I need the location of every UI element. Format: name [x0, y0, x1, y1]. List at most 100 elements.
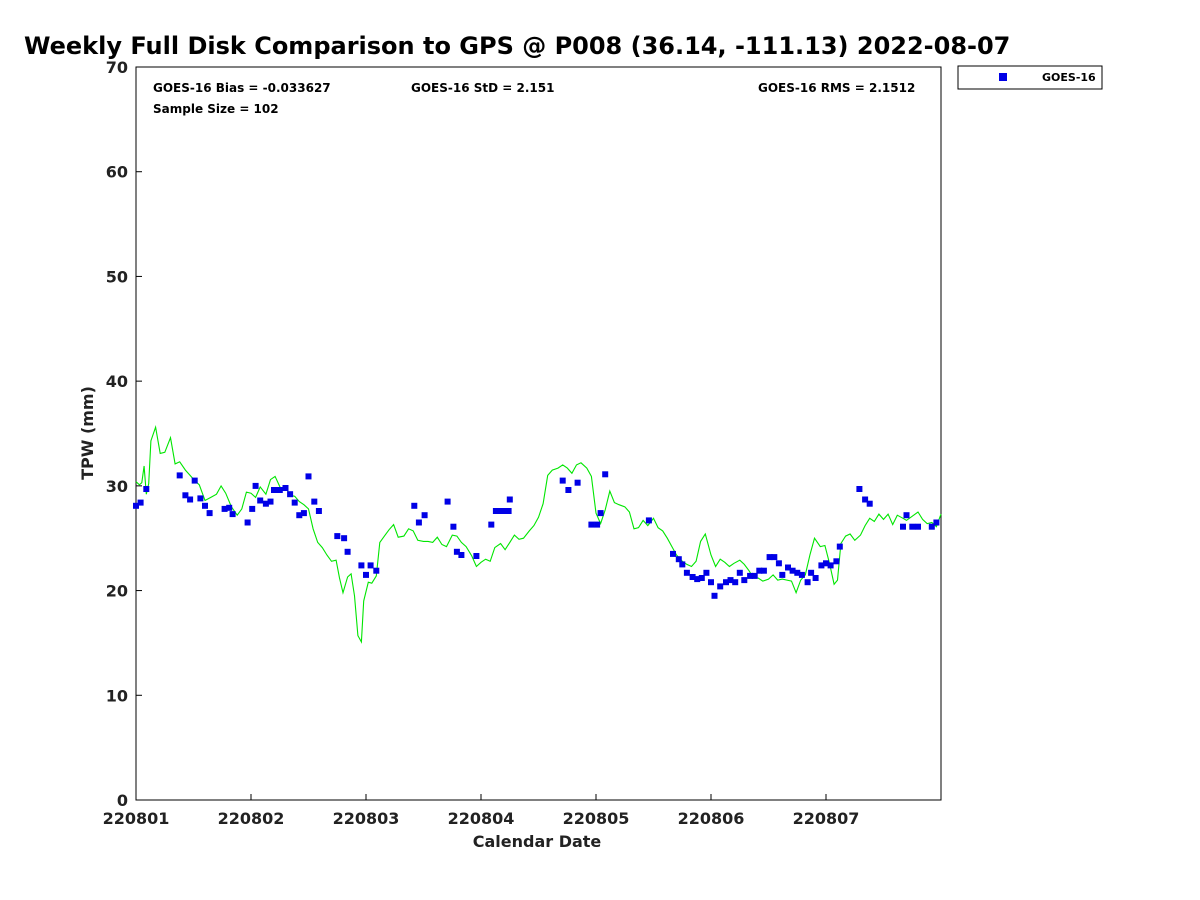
goes16-point	[723, 579, 729, 586]
goes16-point	[933, 519, 940, 526]
goes16-point	[675, 556, 682, 563]
x-axis-label: Calendar Date	[473, 832, 602, 851]
x-tick-label: 220803	[333, 809, 400, 828]
goes16-point	[775, 560, 782, 567]
goes16-point	[373, 567, 380, 574]
goes16-point	[670, 550, 676, 557]
goes16-point	[909, 523, 916, 530]
goes16-point	[698, 575, 705, 581]
goes16-point	[928, 523, 935, 530]
goes16-point	[444, 498, 451, 505]
goes16-point	[836, 543, 843, 550]
y-tick-label: 30	[106, 477, 128, 496]
goes16-point	[291, 499, 298, 506]
goes16-point	[344, 548, 351, 555]
goes16-point	[818, 562, 825, 569]
goes16-point	[341, 535, 348, 542]
y-tick-label: 60	[106, 163, 128, 182]
goes16-point	[679, 561, 686, 568]
goes16-point	[798, 571, 805, 578]
goes16-point	[473, 553, 480, 559]
goes16-point	[367, 562, 374, 569]
goes16-point	[221, 505, 228, 512]
goes16-point	[900, 523, 906, 530]
goes16-point	[300, 510, 307, 517]
goes16-point	[311, 498, 318, 505]
goes16-point	[453, 548, 460, 555]
goes16-point	[717, 583, 724, 590]
goes16-point	[804, 579, 811, 586]
goes16-point	[206, 510, 213, 517]
goes16-point	[833, 558, 840, 565]
goes16-point	[282, 485, 289, 491]
goes16-point	[176, 472, 183, 479]
goes16-point	[226, 504, 233, 511]
y-tick-label: 10	[106, 686, 128, 705]
goes16-point	[411, 502, 418, 509]
goes16-point	[252, 482, 259, 489]
legend-marker-goes16	[999, 73, 1007, 81]
goes16-point	[450, 523, 457, 530]
goes16-point	[492, 508, 499, 514]
y-tick-label: 20	[106, 582, 128, 601]
goes16-point	[315, 508, 322, 514]
goes16-point	[602, 471, 609, 478]
goes16-point	[694, 576, 701, 583]
x-tick-label: 220801	[103, 809, 170, 828]
y-axis: 0 10 20 30 40 50 60 70	[106, 58, 142, 810]
bias-stat: GOES-16 Bias = -0.033627	[153, 81, 331, 95]
goes16-point	[683, 569, 690, 576]
goes16-point	[358, 562, 365, 569]
sample-size-stat: Sample Size = 102	[153, 102, 279, 116]
x-axis: 220801 220802 220803 220804 220805 220806 2208…	[103, 794, 860, 828]
goes16-point	[751, 572, 758, 579]
goes16-point	[915, 523, 921, 530]
legend-box	[957, 65, 1103, 90]
goes16-point	[827, 562, 834, 569]
goes16-point	[187, 496, 194, 503]
goes16-point	[287, 491, 294, 498]
goes16-point	[497, 508, 504, 514]
goes16-point	[182, 492, 189, 499]
legend-label-goes16: GOES-16	[1042, 71, 1096, 84]
goes16-point	[276, 487, 283, 493]
goes16-point	[191, 477, 198, 484]
goes16-point	[856, 486, 863, 492]
goes16-point	[812, 575, 819, 581]
chart-title: Weekly Full Disk Comparison to GPS @ P00…	[24, 32, 1010, 60]
goes16-point	[756, 567, 763, 574]
y-axis-label: TPW (mm)	[78, 386, 97, 480]
goes16-point	[779, 571, 786, 578]
goes16-point	[597, 510, 604, 517]
goes16-point	[645, 517, 652, 524]
x-tick-label: 220802	[218, 809, 285, 828]
goes16-point	[903, 512, 910, 519]
goes16-point	[574, 479, 581, 486]
goes16-point	[823, 560, 829, 567]
goes16-point	[244, 519, 251, 526]
goes16-point	[689, 574, 696, 580]
goes16-point	[137, 499, 144, 506]
goes16-point	[305, 473, 312, 480]
goes16-point	[588, 521, 595, 528]
y-tick-label: 70	[106, 58, 128, 77]
goes16-point	[488, 521, 495, 528]
goes16-point	[703, 569, 710, 576]
goes16-point	[565, 487, 572, 493]
goes16-point	[866, 500, 873, 507]
goes16-point	[267, 498, 274, 505]
std-stat: GOES-16 StD = 2.151	[411, 81, 554, 95]
goes16-point	[202, 502, 208, 509]
goes16-point	[808, 569, 815, 576]
goes16-point	[747, 572, 754, 579]
x-tick-label: 220807	[793, 809, 860, 828]
goes16-point	[736, 569, 743, 576]
goes16-point	[262, 500, 269, 507]
goes16-point	[862, 496, 869, 503]
y-tick-label: 40	[106, 372, 128, 391]
legend: GOES-16	[957, 65, 1103, 90]
gps-line	[135, 425, 942, 644]
goes16-point	[296, 512, 303, 519]
series-layer	[133, 425, 942, 644]
